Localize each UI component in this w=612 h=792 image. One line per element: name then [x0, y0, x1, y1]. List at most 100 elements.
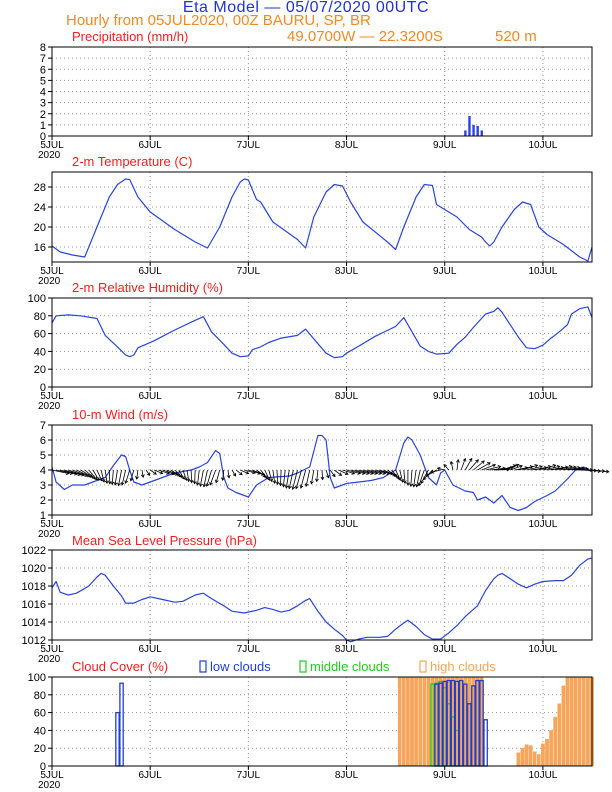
x-tick-label: 8JUL — [335, 644, 359, 655]
wind-vector — [154, 469, 163, 474]
x-tick-label: 5JUL — [40, 644, 64, 655]
y-tick-label: 80 — [34, 311, 46, 323]
wind-arrowhead — [344, 471, 349, 475]
wind-vector — [285, 469, 290, 489]
wind-vector — [76, 469, 91, 477]
wind-vector — [358, 469, 374, 474]
panel-frame — [51, 297, 593, 388]
wind-arrowhead — [159, 470, 164, 475]
wind-vector — [190, 469, 193, 483]
wind-vector — [264, 469, 270, 481]
y-tick-label: 0 — [40, 382, 46, 394]
wind-arrowhead — [515, 463, 520, 468]
wind-vector — [456, 459, 459, 471]
wind-vector — [206, 469, 212, 487]
cloud-bar-high — [553, 716, 558, 767]
humidity-line — [51, 306, 593, 359]
y-tick-label: 0 — [40, 761, 46, 773]
x-tick-label: 10JUL — [528, 770, 557, 781]
y-tick-label: 100 — [28, 293, 46, 305]
x-year-label: 2020 — [38, 780, 61, 791]
wind-arrowhead — [110, 481, 115, 486]
y-tick-label: 20 — [34, 364, 46, 376]
cloud-bar-low — [115, 711, 120, 767]
x-tick-label: 9JUL — [433, 770, 457, 781]
wind-vector — [197, 469, 200, 486]
precip-bar — [476, 125, 479, 136]
y-tick-label: 24 — [34, 202, 46, 214]
panel-humidity: 0 20 40 60 80 100 5JUL 6JUL 7JUL 8JUL 9JUL 10JUL 202… — [28, 280, 593, 412]
legend-label-low: low clouds — [210, 659, 271, 674]
panel-wind: 1 2 3 4 5 6 7 5JUL 6JUL 7JUL 8JUL 9JUL 10JUL 2020 10-m… — [38, 407, 610, 540]
wind-vector — [420, 469, 429, 484]
wind-arrowhead — [178, 474, 183, 478]
wind-vector — [559, 466, 577, 471]
y-tick-label: 2 — [40, 109, 46, 121]
wind-vector — [56, 469, 73, 474]
cloud-bar-high — [397, 676, 402, 767]
cloud-bar-high — [528, 745, 533, 767]
wind-vector — [305, 469, 311, 487]
y-tick-label: 60 — [34, 329, 46, 341]
wind-vector — [354, 469, 370, 474]
wind-arrowhead — [481, 460, 485, 464]
wind-arrowhead — [113, 482, 118, 486]
wind-arrowhead — [221, 477, 225, 481]
wind-arrowhead — [183, 477, 188, 481]
wind-vector — [591, 469, 609, 473]
wind-vector — [64, 469, 81, 476]
wind-arrowhead — [245, 470, 250, 475]
wind-vector — [96, 469, 103, 481]
y-tick-label: 40 — [34, 346, 46, 358]
wind-arrowhead — [120, 481, 125, 486]
wind-vector — [342, 469, 355, 474]
y-tick-label: 16 — [34, 242, 46, 254]
x-tick-label: 10JUL — [528, 644, 557, 655]
wind-vector — [227, 469, 230, 478]
panel-frame — [51, 549, 593, 641]
cloud-bar-high — [532, 751, 537, 767]
wind-arrowhead — [181, 476, 185, 480]
cloud-bar-high — [565, 676, 570, 767]
wind-vector — [174, 469, 183, 478]
cloud-bar-high — [516, 752, 521, 767]
panel-title: Cloud Cover (%) — [72, 659, 168, 674]
panel-frame — [51, 676, 593, 767]
x-tick-label: 6JUL — [139, 140, 163, 151]
y-tick-label: 7 — [40, 53, 46, 65]
wind-vector — [288, 469, 294, 489]
y-tick-label: 4 — [40, 465, 46, 477]
cloud-bar-high — [545, 739, 549, 767]
x-tick-label: 7JUL — [237, 519, 261, 530]
wind-vector — [295, 469, 302, 489]
wind-vector — [145, 469, 151, 476]
wind-vector — [329, 469, 336, 477]
wind-vector — [209, 469, 217, 486]
wind-vector — [292, 469, 298, 490]
location-coordinates: 49.0700W — 22.3200S — [287, 28, 443, 45]
cloud-bar-low — [119, 682, 124, 767]
y-tick-label: 6 — [40, 435, 46, 447]
wind-arrowhead — [205, 483, 210, 487]
wind-vector — [413, 469, 417, 487]
wind-arrowhead — [497, 465, 502, 469]
wind-arrowhead — [556, 465, 561, 469]
cloud-bar-high — [426, 676, 431, 767]
precip-bar — [468, 115, 471, 136]
wind-vector — [370, 469, 386, 474]
wind-vector — [136, 469, 139, 480]
wind-vector — [426, 469, 437, 477]
wind-vector — [311, 469, 315, 484]
y-tick-label: 28 — [34, 182, 46, 194]
x-tick-label: 9JUL — [433, 391, 457, 402]
wind-vector — [501, 464, 516, 471]
wind-vector — [375, 469, 390, 474]
wind-arrowhead — [304, 483, 309, 487]
wind-vector — [80, 469, 93, 478]
wind-arrowhead — [539, 465, 543, 469]
wind-vector — [244, 469, 256, 474]
legend-swatch-high — [419, 660, 427, 673]
wind-vector — [276, 469, 278, 485]
